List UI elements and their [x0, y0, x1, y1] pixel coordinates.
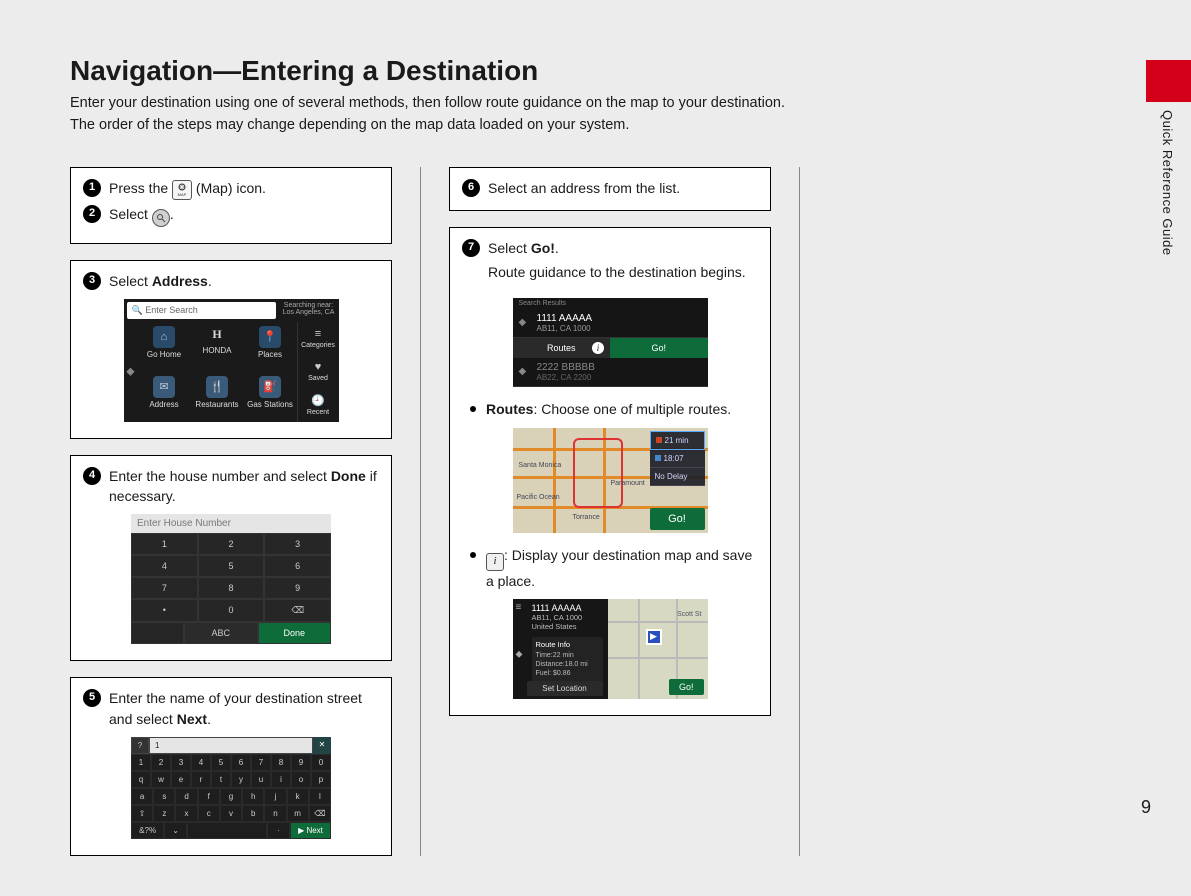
map-icon: MAP	[172, 180, 192, 200]
info-icon: i	[486, 553, 504, 571]
step-badge-7: 7	[462, 239, 480, 257]
side-tab-marker	[1146, 60, 1191, 102]
screenshot-routes-map: Santa Monica Pacific Ocean Paramount Tor…	[513, 428, 708, 533]
kbd-row-a: asdfghjkl	[131, 788, 331, 805]
box-steps-1-2: 1 Press the MAP (Map) icon. 2 Select .	[70, 167, 392, 244]
kbd-row-num: 1234567890	[131, 754, 331, 771]
step-badge-6: 6	[462, 179, 480, 197]
bullet-routes: Routes: Choose one of multiple routes.	[470, 399, 758, 419]
box-step-3: 3 Select Address. 🔍 Enter Search Searchi…	[70, 260, 392, 439]
screenshot-keypad: Enter House Number 123 456 789 •0⌫ ABCDo…	[131, 514, 331, 644]
step-badge-2: 2	[83, 205, 101, 223]
side-tab: Quick Reference Guide	[1146, 60, 1191, 256]
step-7-continued: Route guidance to the destination begins…	[488, 262, 758, 282]
screenshot-keyboard: ? 1 ✕ 1234567890 qwertyuiop asdfghjkl ⇧z…	[131, 737, 331, 839]
box-step-5: 5 Enter the name of your destination str…	[70, 677, 392, 856]
step-1-text: Press the MAP (Map) icon.	[109, 178, 379, 200]
step-5-text: Enter the name of your destination stree…	[109, 688, 379, 729]
step-6-text: Select an address from the list.	[488, 178, 758, 198]
column-1: 1 Press the MAP (Map) icon. 2 Select . 3	[70, 167, 392, 856]
step-badge-1: 1	[83, 179, 101, 197]
screenshot-nav-menu: 🔍 Enter Search Searching near:Los Angele…	[124, 299, 339, 422]
page-title: Navigation—Entering a Destination	[70, 55, 1121, 87]
screenshot-destination-info: ≡ ⬥ 1111 AAAAA AB11, CA 1000 United Stat…	[513, 599, 708, 699]
bullet-info: i: Display your destination map and save…	[470, 545, 758, 591]
column-divider-1	[420, 167, 421, 856]
intro-text: Enter your destination using one of seve…	[70, 93, 1121, 137]
side-tab-label: Quick Reference Guide	[1146, 102, 1175, 256]
kbd-row-q: qwertyuiop	[131, 771, 331, 788]
kbd-row-z: ⇧zxcvbnm⌫	[131, 805, 331, 822]
box-step-7: 7 Select Go!. Route guidance to the dest…	[449, 227, 771, 716]
screenshot-results: Search Results ◆ 1111 AAAAA AB11, CA 100…	[513, 298, 708, 387]
step-4-text: Enter the house number and select Done i…	[109, 466, 379, 507]
column-2: 6 Select an address from the list. 7 Sel…	[449, 167, 771, 856]
step-badge-4: 4	[83, 467, 101, 485]
column-divider-2	[799, 167, 800, 856]
box-step-6: 6 Select an address from the list.	[449, 167, 771, 211]
column-3	[828, 167, 1088, 856]
step-7-text: Select Go!.	[488, 238, 758, 258]
step-badge-3: 3	[83, 272, 101, 290]
step-2-text: Select .	[109, 204, 379, 227]
nav-arrow-left: ⬥	[124, 322, 138, 422]
step-3-text: Select Address.	[109, 271, 379, 291]
search-circle-icon	[152, 209, 170, 227]
step-badge-5: 5	[83, 689, 101, 707]
nav-location-label: Searching near:Los Angeles, CA	[279, 299, 339, 322]
svg-text:MAP: MAP	[178, 192, 187, 197]
page-number: 9	[1141, 797, 1151, 818]
box-step-4: 4 Enter the house number and select Done…	[70, 455, 392, 662]
nav-search-field: 🔍 Enter Search	[127, 302, 276, 319]
